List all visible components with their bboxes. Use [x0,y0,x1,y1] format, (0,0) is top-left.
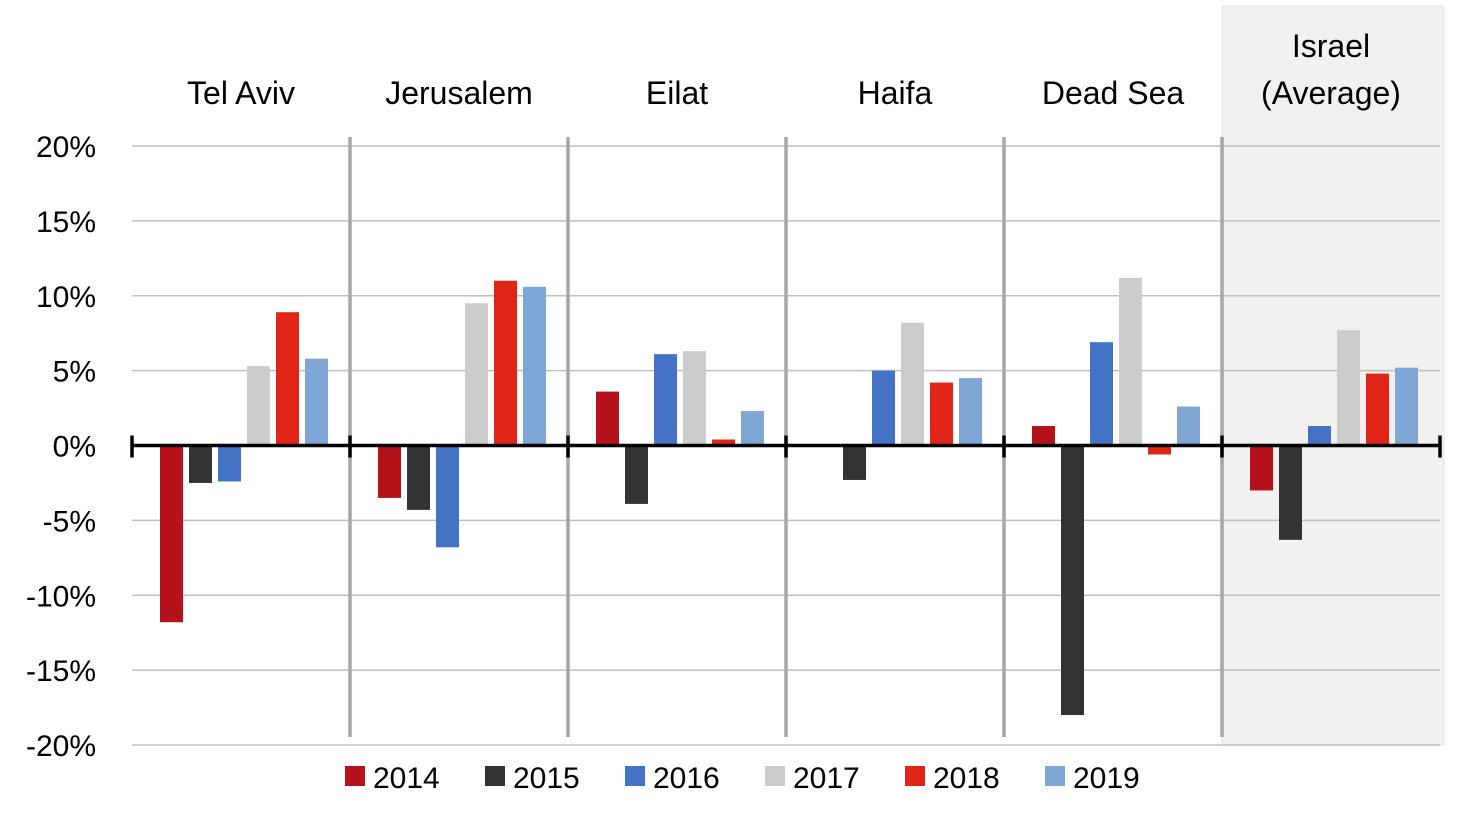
bar [930,382,953,446]
bar [1337,330,1360,446]
y-tick-label: 20% [36,131,96,164]
bar [1061,445,1084,716]
bar [1308,426,1331,446]
category-label: Eilat [646,75,708,111]
legend-swatch [1045,766,1065,786]
category-label: Israel [1292,28,1370,64]
legend-swatch [765,766,785,786]
category-label: Dead Sea [1042,75,1185,111]
y-tick-label: 10% [36,281,96,314]
legend-label: 2019 [1073,762,1140,795]
bar [901,322,924,446]
bar [683,351,706,446]
bar [654,354,677,446]
bar [407,445,430,510]
category-label: Tel Aviv [187,75,295,111]
bar [494,280,517,446]
y-tick-label: -5% [43,505,96,538]
legend-swatch [625,766,645,786]
bar [843,445,866,480]
category-label: Jerusalem [385,75,533,111]
bar [959,378,982,446]
bar [436,445,459,548]
legend-swatch [485,766,505,786]
bar [247,366,270,446]
bar [160,445,183,623]
legend-label: 2018 [933,762,1000,795]
bar [218,445,241,482]
bar [625,445,648,504]
bar [305,358,328,446]
category-label: (Average) [1261,75,1401,111]
bar [1366,373,1389,446]
legend-label: 2017 [793,762,860,795]
legend-swatch [345,766,365,786]
bar [465,303,488,446]
bar [276,312,299,446]
y-tick-label: -20% [26,730,96,763]
y-tick-label: 0% [53,431,96,464]
y-tick-label: 5% [53,356,96,389]
bar [1119,277,1142,446]
y-tick-label: 15% [36,206,96,239]
legend-label: 2016 [653,762,720,795]
bar [1250,445,1273,491]
y-tick-label: -10% [26,580,96,613]
bar [1032,426,1055,446]
y-tick-label: -15% [26,655,96,688]
bar [1279,445,1302,540]
bar [378,445,401,498]
bar [741,411,764,446]
bar [712,439,735,446]
bar [596,391,619,446]
legend-swatch [905,766,925,786]
category-label: Haifa [858,75,933,111]
bar [872,370,895,446]
bar [1177,406,1200,446]
bar [189,445,212,483]
legend-label: 2015 [513,762,580,795]
bar [1090,342,1113,446]
bar [1395,367,1418,446]
legend-label: 2014 [373,762,440,795]
bar [1148,445,1171,455]
bar [523,286,546,446]
